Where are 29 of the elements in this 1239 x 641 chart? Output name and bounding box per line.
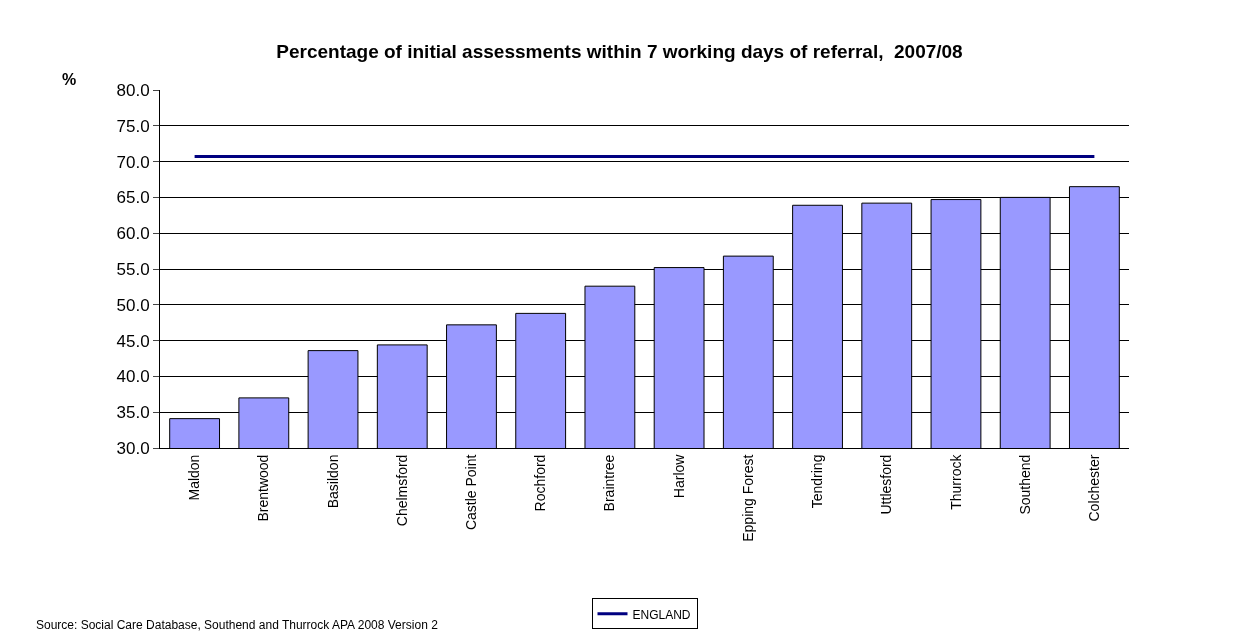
y-tick-label: 65.0 [116,188,150,208]
x-tick-label: Southend [1016,454,1033,515]
x-tick-label: Braintree [601,454,618,512]
x-tick-label: Brentwood [255,454,272,522]
x-tick-label: Castle Point [463,454,480,531]
x-tick-label: Thurrock [947,453,964,510]
y-axis-title: % [62,71,77,88]
y-tick-label: 60.0 [116,224,150,244]
x-tick-label: Rochford [532,454,549,512]
chart-title: Percentage of initial assessments within 7 working days of referral, 2007/08 [276,41,963,63]
y-tick-label: 55.0 [116,259,150,279]
x-tick-label: Colchester [1085,454,1102,522]
x-tick-label: Tendring [809,454,826,509]
y-tick-label: 30.0 [116,438,150,458]
y-tick-label: 70.0 [116,152,150,172]
source-note: Source: Social Care Database, Southend and Thurrock APA 2008 Version 2 [36,618,439,632]
y-tick-label: 50.0 [116,295,150,315]
y-tick-label: 80.0 [116,80,150,100]
x-tick-label: Uttlesford [878,454,895,515]
x-tick-label: Basildon [324,454,341,509]
x-tick-label: Harlow [670,453,687,499]
x-tick-label: Chelmsford [393,454,410,527]
y-tick-label: 45.0 [116,331,150,351]
y-tick-label: 40.0 [116,367,150,387]
y-tick-label: 75.0 [116,116,150,136]
x-tick-label: Epping Forest [739,454,756,542]
y-tick-label: 35.0 [116,403,150,423]
legend-label: ENGLAND [632,607,691,622]
x-tick-label: Maldon [186,454,203,501]
